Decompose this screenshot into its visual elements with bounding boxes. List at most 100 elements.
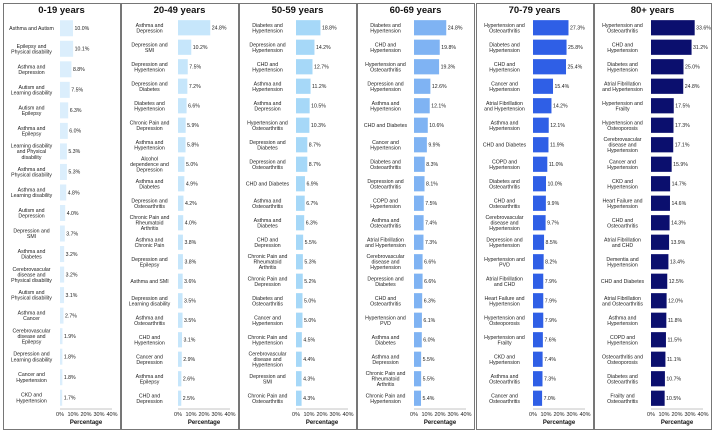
category-label: Alcohol dependence and Depression — [130, 156, 169, 173]
category-label: Asthma and Osteoarthritis — [489, 374, 520, 386]
x-tick-label: 30% — [566, 412, 577, 418]
bar — [414, 390, 422, 406]
category-label: Depression and Osteoarthritis — [367, 179, 403, 191]
value-label: 12.1% — [431, 104, 446, 110]
value-label: 8.2% — [545, 260, 557, 266]
bar — [178, 78, 188, 94]
x-tick-label: 30% — [93, 412, 104, 418]
value-label: 6.1% — [423, 318, 435, 324]
value-label: 17.3% — [675, 123, 690, 129]
value-label: 14.7% — [672, 182, 687, 188]
bar — [296, 351, 302, 367]
category-label: Cancer and Osteoarthritis — [489, 393, 520, 405]
bar — [651, 351, 666, 367]
category-label: Asthma and Autism — [9, 26, 54, 32]
value-label: 4.0% — [67, 211, 79, 217]
category-label: Diabetes and Osteoarthritis — [489, 179, 520, 191]
value-label: 18.8% — [322, 26, 337, 32]
value-label: 5.0% — [186, 162, 198, 168]
value-label: 5.9% — [187, 123, 199, 129]
category-label: CHD and Diabetes — [483, 143, 527, 149]
value-label: 4.5% — [303, 338, 315, 344]
category-label: Asthma and Physical disability — [11, 167, 52, 179]
value-label: 2.9% — [183, 357, 195, 363]
category-label: COPD and Hypertension — [370, 198, 401, 210]
category-label: Chronic Pain and Hypertension — [248, 335, 288, 347]
value-label: 14.6% — [671, 201, 686, 207]
x-tick-label: 40% — [342, 412, 353, 418]
value-label: 4.3% — [303, 396, 315, 402]
bar — [296, 312, 303, 328]
panel-title: 20-49 years — [154, 5, 206, 16]
category-label: Epilepsy and Physical disability — [11, 44, 52, 56]
bar — [60, 307, 64, 324]
value-label: 5.0% — [304, 318, 316, 324]
value-label: 4.9% — [186, 182, 198, 188]
bar — [533, 20, 569, 36]
value-label: 5.3% — [304, 260, 316, 266]
bar — [60, 204, 66, 222]
value-label: 3.5% — [184, 318, 196, 324]
x-tick-label: 10% — [658, 412, 669, 418]
category-label: Dementia and Hypertension — [606, 257, 638, 269]
category-label: Hypertension and Osteoporosis — [602, 120, 643, 132]
category-label: Chronic Pain and Rheumatoid Arthritis — [130, 215, 170, 232]
value-label: 19.3% — [441, 65, 456, 71]
category-label: Cancer and Hypertension — [489, 81, 520, 93]
category-label: Depression and SMI — [249, 374, 285, 386]
category-label: Asthma and Depression — [254, 101, 282, 113]
bar — [414, 254, 423, 270]
bar — [533, 98, 552, 114]
category-label: Chronic Pain and Depression — [248, 276, 288, 288]
category-label: Diabetes and Hypertension — [252, 23, 283, 35]
bar — [414, 137, 427, 153]
bar — [533, 215, 546, 231]
value-label: 1.8% — [64, 354, 76, 360]
bar — [178, 215, 184, 231]
category-label: Depression and Diabetes — [131, 81, 167, 93]
bar — [533, 117, 549, 133]
bar — [651, 195, 670, 211]
category-label: Asthma and Hypertension — [489, 120, 520, 132]
value-label: 15.9% — [673, 162, 688, 168]
category-label: Asthma and Diabetes — [254, 218, 282, 230]
category-label: Asthma and Epilepsy — [18, 126, 46, 138]
value-label: 7.4% — [544, 357, 556, 363]
category-label: Learning disability and Physical disabilit… — [11, 144, 53, 161]
value-label: 6.6% — [424, 260, 436, 266]
category-label: CHD and Depression — [136, 393, 162, 405]
bar — [414, 39, 440, 55]
value-label: 10.0% — [548, 182, 563, 188]
bar — [296, 59, 313, 75]
value-label: 5.3% — [68, 170, 80, 176]
x-axis-title: Percentage — [306, 420, 339, 426]
value-label: 12.7% — [314, 65, 329, 71]
x-tick-label: 30% — [684, 412, 695, 418]
value-label: 12.6% — [432, 84, 447, 90]
value-label: 7.6% — [544, 338, 556, 344]
bar — [178, 332, 183, 348]
category-label: CHD and Hypertension — [134, 335, 165, 347]
bar — [651, 293, 667, 309]
bar — [414, 156, 425, 172]
panel-2: 50-59 years Diabetes and Hypertension 18.8%… — [239, 3, 357, 430]
value-label: 11.0% — [549, 162, 564, 168]
category-label: CHD and Hypertension — [489, 62, 520, 74]
category-label: CHD and Diabetes — [601, 279, 645, 285]
value-label: 10.7% — [666, 377, 681, 383]
bar — [296, 98, 310, 114]
x-tick-label: 0% — [292, 412, 300, 418]
value-label: 2.5% — [183, 396, 195, 402]
bar — [60, 81, 70, 98]
value-label: 3.1% — [184, 338, 196, 344]
value-label: 8.1% — [426, 182, 438, 188]
bar — [533, 59, 567, 75]
value-label: 14.3% — [671, 221, 686, 227]
panel-title: 60-69 years — [390, 5, 442, 16]
bar — [178, 156, 185, 172]
value-label: 6.6% — [188, 104, 200, 110]
value-label: 8.5% — [546, 240, 558, 246]
category-label: Asthma and Osteoarthritis — [252, 198, 283, 210]
value-label: 7.9% — [545, 299, 557, 305]
